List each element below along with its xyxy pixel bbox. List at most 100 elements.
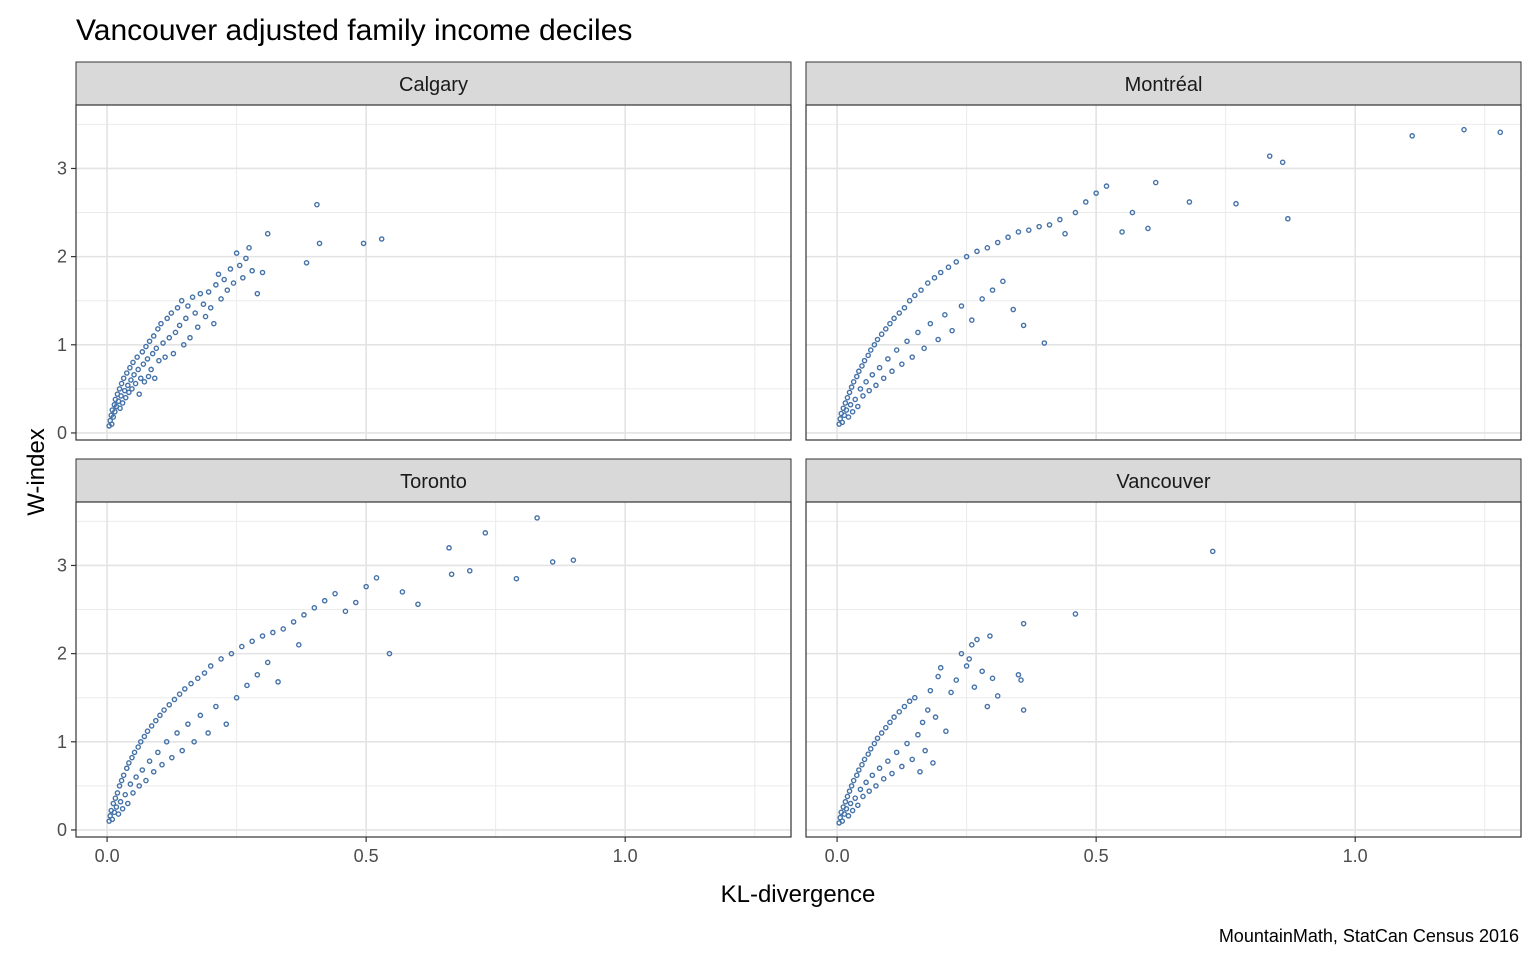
- data-point: [927, 320, 934, 327]
- data-point: [857, 386, 864, 392]
- data-point: [1046, 222, 1053, 228]
- data-point: [116, 783, 123, 789]
- data-point: [1186, 199, 1193, 205]
- y-tick-label: 2: [57, 644, 67, 664]
- data-point: [259, 269, 266, 276]
- data-point: [227, 266, 234, 272]
- data-point: [867, 746, 874, 752]
- data-point: [1285, 215, 1291, 222]
- data-point: [171, 696, 178, 703]
- data-point: [233, 694, 240, 701]
- x-tick-label: 0.0: [95, 846, 120, 866]
- y-tick-label: 3: [57, 158, 67, 178]
- data-point: [194, 324, 201, 330]
- data-point: [852, 795, 859, 802]
- facet-strip-label: Toronto: [400, 471, 467, 493]
- data-point: [228, 650, 235, 657]
- data-point: [131, 371, 137, 378]
- facet-strip-label: Calgary: [399, 74, 468, 96]
- data-point: [849, 408, 856, 415]
- data-point: [194, 675, 201, 682]
- data-point: [143, 343, 149, 350]
- data-point: [174, 730, 180, 736]
- data-point: [114, 790, 121, 796]
- data-point: [1409, 133, 1415, 139]
- data-point: [120, 772, 127, 779]
- data-point: [927, 687, 934, 694]
- data-point: [1018, 677, 1024, 683]
- x-tick-label: 0.0: [825, 846, 850, 866]
- data-point: [321, 597, 328, 604]
- data-point: [182, 686, 188, 692]
- data-point: [118, 380, 125, 387]
- facet-strip-label: Vancouver: [1116, 471, 1210, 493]
- data-point: [937, 664, 944, 671]
- data-point: [128, 377, 134, 383]
- plot-background: [806, 105, 1521, 440]
- data-point: [240, 274, 246, 281]
- data-point: [290, 619, 297, 625]
- data-point: [848, 783, 855, 789]
- data-point: [183, 315, 189, 322]
- facet-strip: [805, 458, 1522, 503]
- y-tick-label: 1: [57, 335, 67, 355]
- data-point: [989, 675, 996, 682]
- data-point: [146, 338, 153, 345]
- facet-strip-label: Montréal: [1125, 74, 1203, 96]
- data-point: [122, 394, 129, 401]
- data-point: [1145, 225, 1151, 232]
- data-point: [415, 601, 421, 608]
- data-point: [159, 761, 165, 768]
- data-point: [1025, 227, 1032, 233]
- data-point: [873, 382, 879, 389]
- data-point: [148, 723, 155, 729]
- data-points: [106, 515, 577, 824]
- data-point: [882, 326, 889, 332]
- data-point: [912, 694, 918, 701]
- data-point: [126, 389, 132, 396]
- data-point: [233, 250, 240, 256]
- data-point: [1072, 611, 1079, 617]
- data-point: [136, 391, 143, 397]
- data-point: [839, 419, 846, 426]
- data-point: [215, 271, 222, 278]
- data-point: [857, 786, 864, 793]
- data-point: [466, 567, 473, 574]
- data-point: [150, 768, 157, 775]
- data-point: [846, 788, 853, 794]
- data-point: [143, 777, 149, 784]
- data-point: [889, 368, 895, 375]
- data-point: [109, 816, 116, 823]
- data-point: [839, 818, 846, 824]
- data-point: [342, 608, 349, 615]
- data-point: [549, 559, 556, 565]
- data-point: [119, 400, 126, 406]
- data-point: [117, 405, 123, 412]
- facet-strip: [75, 458, 792, 503]
- data-point: [120, 375, 127, 382]
- data-point: [855, 802, 861, 809]
- data-point: [867, 347, 874, 353]
- data-point: [915, 731, 921, 738]
- data-point: [861, 357, 868, 364]
- data-point: [930, 760, 936, 766]
- data-point: [987, 633, 993, 639]
- data-point: [140, 361, 147, 367]
- data-point: [871, 341, 878, 348]
- data-point: [113, 804, 120, 810]
- data-point: [130, 790, 136, 796]
- data-point: [119, 805, 126, 812]
- data-point: [1497, 129, 1504, 136]
- data-point: [850, 777, 857, 784]
- data-point: [129, 386, 135, 392]
- facet-strip: [805, 61, 1522, 106]
- data-point: [889, 770, 895, 777]
- data-point: [155, 326, 161, 332]
- data-point: [885, 758, 891, 764]
- data-point: [942, 312, 948, 318]
- data-point: [909, 756, 916, 763]
- data-point: [130, 359, 136, 366]
- data-point: [856, 368, 862, 375]
- y-tick-label: 0: [57, 423, 67, 443]
- data-point: [132, 380, 139, 387]
